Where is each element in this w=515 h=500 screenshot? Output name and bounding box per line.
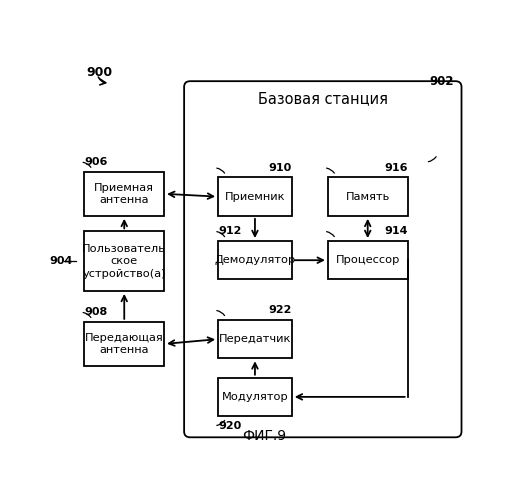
Text: 904: 904 [49,256,72,266]
Text: ФИГ.9: ФИГ.9 [242,429,286,443]
Text: Базовая станция: Базовая станция [258,91,388,106]
Text: 916: 916 [384,163,408,173]
Text: Пользователь
ское
устройство(а): Пользователь ское устройство(а) [82,244,166,278]
Bar [84,172,164,216]
Bar [84,322,164,366]
Text: Модулятор: Модулятор [221,392,288,402]
Bar [328,241,408,280]
Bar [218,320,292,358]
Bar [218,378,292,416]
Text: Память: Память [346,192,390,202]
Text: 906: 906 [84,157,108,167]
Text: 922: 922 [268,306,292,316]
Bar [218,178,292,216]
Bar [84,232,164,291]
Text: Процессор: Процессор [336,255,400,265]
Text: 910: 910 [269,163,292,173]
Text: 912: 912 [218,226,242,236]
Text: Приемник: Приемник [225,192,285,202]
Text: 920: 920 [218,420,242,430]
Text: 908: 908 [84,307,108,317]
Text: Передатчик: Передатчик [219,334,291,344]
Text: Демодулятор: Демодулятор [214,255,296,265]
Text: 902: 902 [429,74,454,88]
FancyBboxPatch shape [184,81,461,438]
Text: Приемная
антенна: Приемная антенна [94,182,154,205]
Text: 900: 900 [87,66,112,79]
Text: Передающая
антенна: Передающая антенна [85,332,164,355]
Text: 914: 914 [384,226,408,236]
Bar [328,178,408,216]
Bar [218,241,292,280]
